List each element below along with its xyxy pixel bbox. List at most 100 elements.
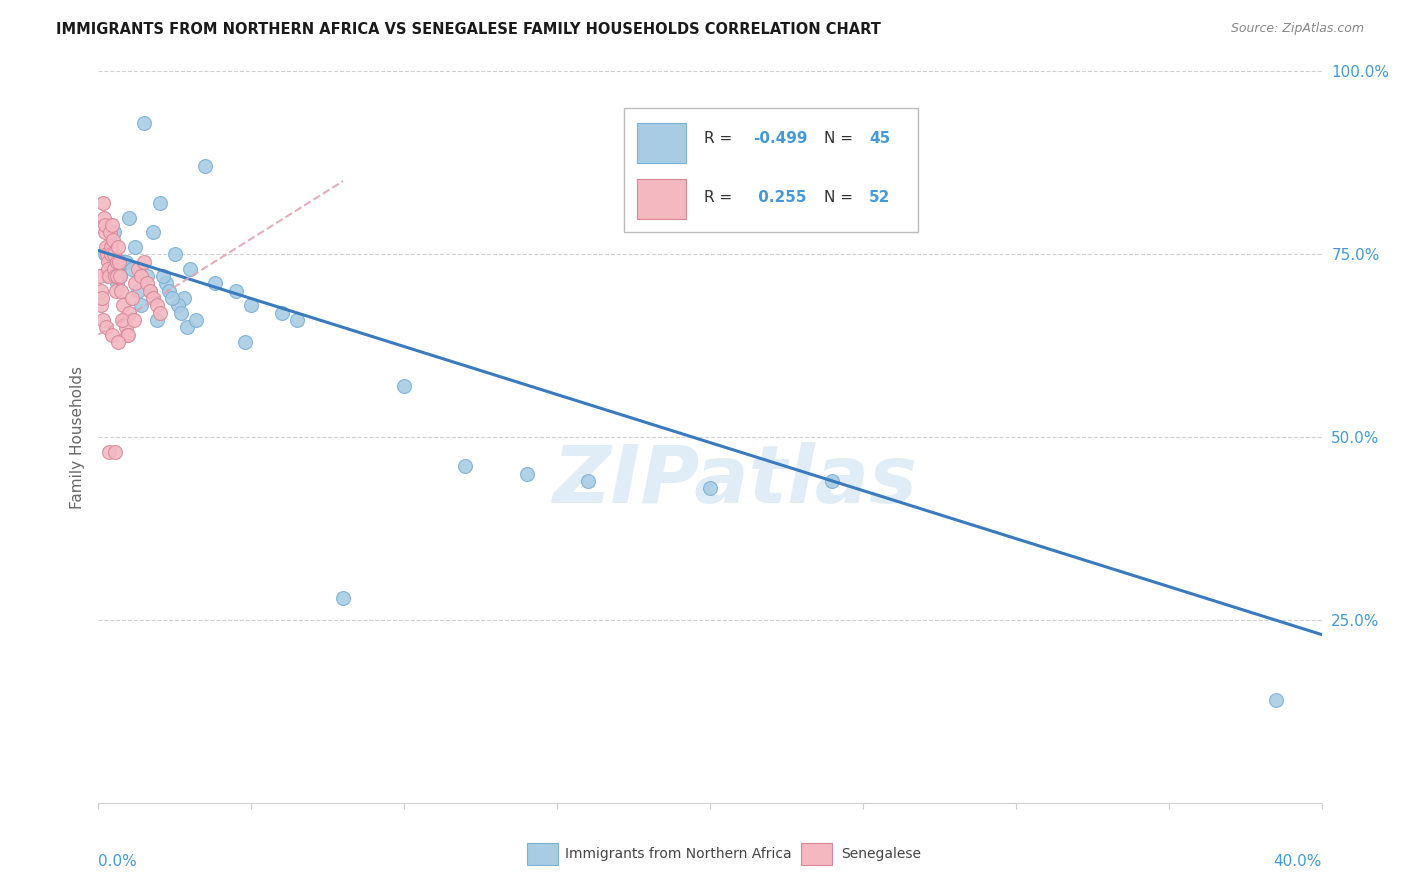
Point	[160, 291, 183, 305]
Text: Source: ZipAtlas.com: Source: ZipAtlas.com	[1230, 22, 1364, 36]
Point	[176, 320, 198, 334]
Point	[270, 306, 294, 320]
Point	[96, 247, 118, 261]
Point	[139, 284, 162, 298]
Text: R =: R =	[704, 190, 737, 204]
Point	[100, 247, 122, 261]
Point	[1264, 693, 1286, 707]
Text: Senegalese: Senegalese	[841, 847, 921, 861]
Point	[108, 269, 131, 284]
Point	[124, 277, 146, 291]
Point	[94, 240, 117, 254]
Point	[155, 277, 177, 291]
Point	[127, 261, 149, 276]
Point	[90, 284, 112, 298]
Bar	[637, 179, 686, 219]
Point	[136, 269, 159, 284]
Text: 0.0%: 0.0%	[98, 854, 138, 869]
Point	[101, 218, 124, 232]
Point	[186, 313, 208, 327]
Point	[454, 459, 477, 474]
Point	[104, 444, 127, 458]
Point	[142, 291, 165, 305]
Text: N =: N =	[824, 131, 858, 146]
Point	[97, 254, 120, 268]
Point	[129, 298, 152, 312]
Point	[93, 247, 115, 261]
Point	[117, 327, 139, 342]
Point	[134, 254, 156, 268]
Point	[104, 269, 127, 284]
Point	[107, 240, 129, 254]
Point	[179, 261, 201, 276]
Point	[105, 284, 128, 298]
Point	[149, 306, 172, 320]
Text: Immigrants from Northern Africa: Immigrants from Northern Africa	[565, 847, 792, 861]
Text: 40.0%: 40.0%	[1274, 854, 1322, 869]
Text: 0.255: 0.255	[752, 190, 807, 204]
Point	[111, 313, 134, 327]
Point	[194, 160, 217, 174]
Point	[142, 225, 165, 239]
Point	[107, 334, 129, 349]
Point	[98, 444, 121, 458]
Point	[97, 269, 120, 284]
Point	[115, 254, 138, 268]
Point	[124, 240, 146, 254]
Y-axis label: Family Households: Family Households	[69, 366, 84, 508]
Point	[152, 269, 174, 284]
Point	[93, 225, 115, 239]
Point	[121, 261, 143, 276]
Point	[121, 291, 143, 305]
Point	[101, 233, 124, 247]
Point	[89, 269, 111, 284]
Point	[112, 313, 135, 327]
Point	[91, 196, 114, 211]
Point	[699, 481, 721, 495]
Text: IMMIGRANTS FROM NORTHERN AFRICA VS SENEGALESE FAMILY HOUSEHOLDS CORRELATION CHAR: IMMIGRANTS FROM NORTHERN AFRICA VS SENEG…	[56, 22, 882, 37]
Point	[163, 247, 186, 261]
Point	[516, 467, 538, 481]
Point	[97, 261, 120, 276]
Point	[118, 306, 141, 320]
Point	[100, 240, 122, 254]
Point	[204, 277, 226, 291]
Text: -0.499: -0.499	[752, 131, 807, 146]
Point	[136, 277, 159, 291]
Point	[103, 247, 125, 261]
Text: ZIPatlas: ZIPatlas	[553, 442, 917, 520]
Point	[111, 254, 134, 268]
Point	[576, 474, 599, 488]
Point	[105, 254, 128, 268]
Point	[94, 218, 117, 232]
Point	[821, 474, 844, 488]
Point	[105, 269, 128, 284]
Point	[105, 277, 128, 291]
Text: R =: R =	[704, 131, 737, 146]
Point	[157, 284, 180, 298]
Point	[117, 327, 139, 342]
Text: N =: N =	[824, 190, 858, 204]
Point	[332, 591, 354, 605]
Bar	[637, 122, 686, 162]
Point	[145, 298, 167, 312]
Point	[122, 313, 145, 327]
Point	[93, 211, 115, 225]
Point	[111, 298, 134, 312]
Point	[98, 269, 121, 284]
Point	[103, 261, 125, 276]
Point	[108, 269, 131, 284]
Point	[91, 313, 114, 327]
Point	[94, 320, 117, 334]
Point	[115, 320, 138, 334]
Point	[101, 327, 124, 342]
Point	[127, 284, 149, 298]
Point	[139, 284, 162, 298]
Point	[145, 313, 167, 327]
Point	[233, 334, 256, 349]
Point	[100, 261, 122, 276]
Point	[118, 211, 141, 225]
Point	[134, 115, 156, 129]
FancyBboxPatch shape	[624, 108, 918, 232]
Text: 52: 52	[869, 190, 890, 204]
